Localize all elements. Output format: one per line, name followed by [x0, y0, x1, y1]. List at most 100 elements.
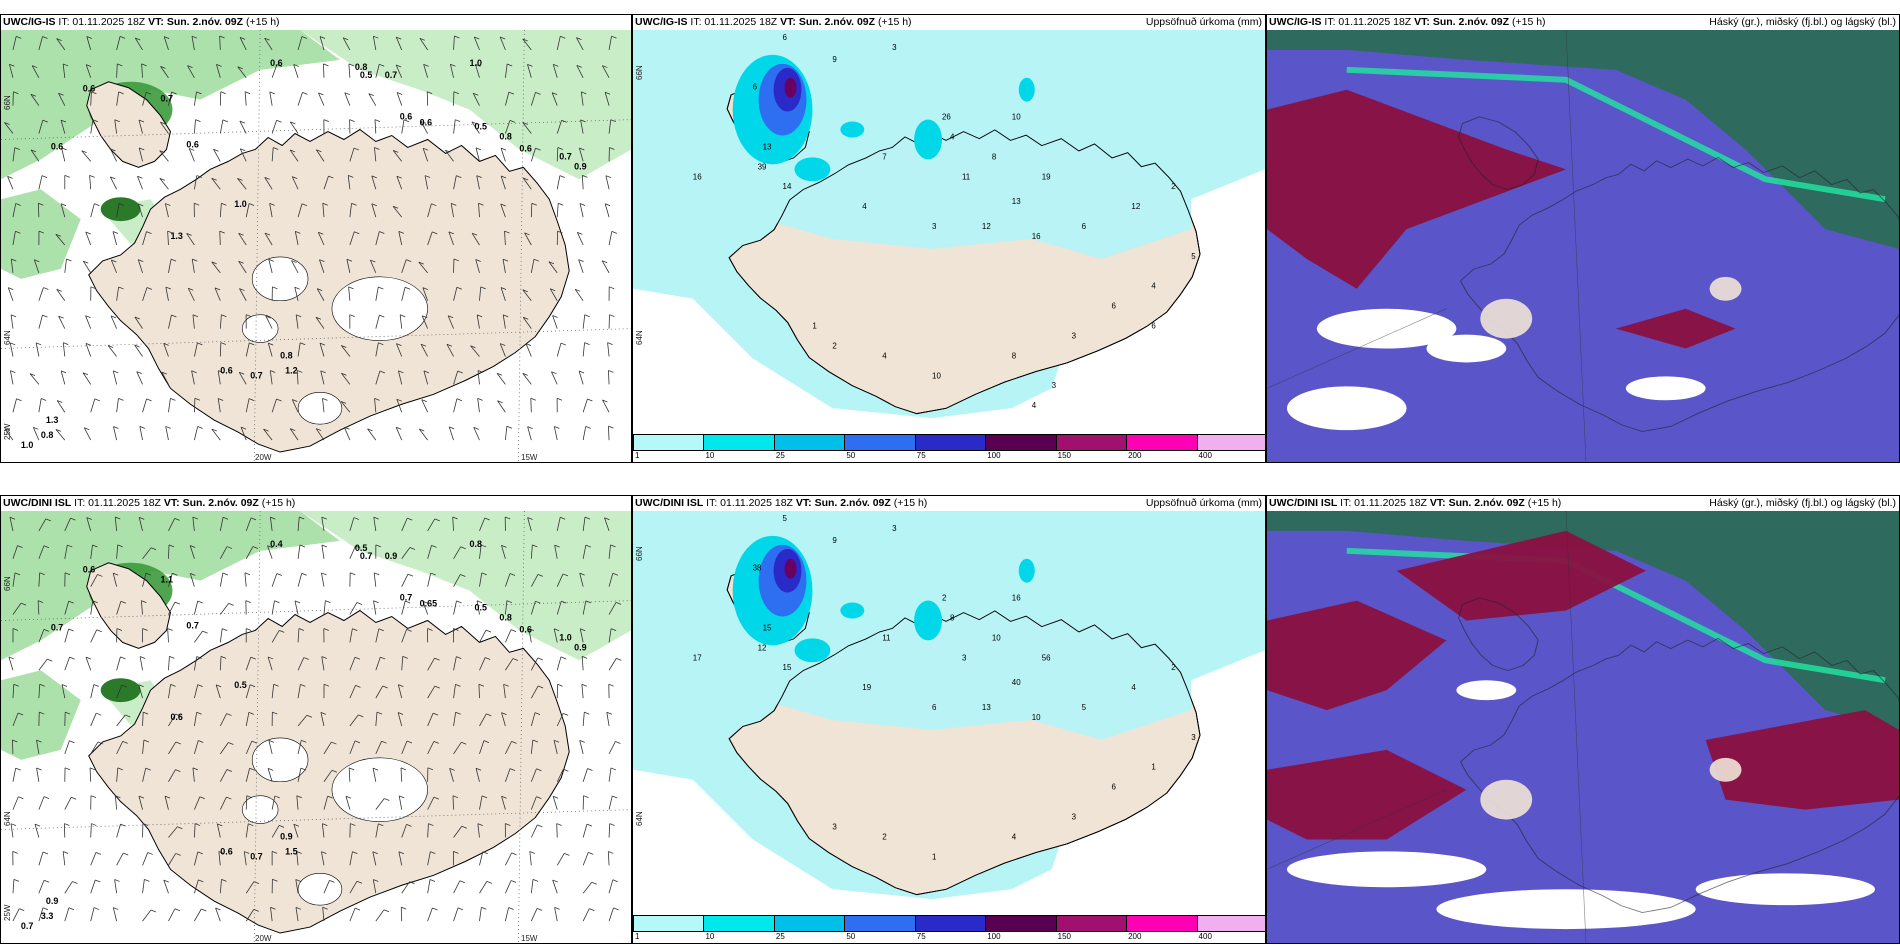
- wind-barb: [401, 259, 407, 274]
- wind-barb: [12, 602, 22, 615]
- wind-barb: [289, 121, 299, 134]
- wind-barb: [608, 231, 613, 246]
- wind-barb-feather: [66, 258, 72, 262]
- wind-barb: [553, 740, 558, 754]
- wind-barb: [446, 344, 454, 357]
- wind-barb: [475, 64, 480, 78]
- wind-barb: [142, 768, 147, 782]
- wind-barb-feather: [401, 906, 407, 910]
- wind-barb: [271, 120, 277, 134]
- wind-barb-feather: [319, 259, 325, 263]
- wind-barb: [271, 795, 276, 810]
- wind-barb: [219, 342, 222, 357]
- wind-panel-top: UWC/IG-IS IT: 01.11.2025 18Z VT: Sun. 2.…: [0, 14, 632, 463]
- wind-barb: [291, 176, 299, 190]
- wind-barb-feather: [239, 120, 245, 124]
- wind-barb: [219, 517, 224, 531]
- wind-barb: [168, 91, 172, 106]
- wind-barb: [556, 175, 561, 190]
- wind-barb: [31, 65, 40, 78]
- wind-barb: [56, 38, 66, 51]
- wind-barb: [12, 231, 16, 246]
- wind-barb-feather: [449, 426, 455, 430]
- wind-barb-feather: [169, 655, 175, 659]
- right-lat-64: 64N: [635, 330, 644, 345]
- wind-barb: [395, 64, 403, 78]
- wind-barb-feather: [16, 35, 22, 39]
- colorbar-swatch: [1055, 434, 1128, 451]
- valid-label: VT:: [795, 497, 812, 509]
- wind-barb-feather: [373, 600, 379, 604]
- wind-barb: [479, 572, 483, 587]
- wind-barb: [38, 175, 43, 190]
- wind-barb-feather: [331, 741, 337, 745]
- wind-barb-feather: [244, 851, 250, 854]
- wind-barb-feather: [63, 851, 69, 854]
- wind-barb-feather: [578, 370, 585, 374]
- wind-barb-feather: [351, 202, 357, 206]
- wind-barb: [473, 427, 480, 441]
- wind-barb: [193, 175, 198, 190]
- lead-time: (+15 h): [893, 497, 928, 509]
- wind-barb-feather: [320, 712, 327, 715]
- wind-barb: [193, 91, 197, 106]
- wind-barb-feather: [420, 120, 426, 124]
- wind-barb: [608, 573, 614, 587]
- wind-barb-feather: [45, 518, 51, 522]
- wind-barb: [349, 881, 358, 894]
- wind-barb: [12, 879, 15, 894]
- wind-barb-feather: [64, 572, 71, 576]
- wind-barb-feather: [320, 370, 326, 374]
- wind-barb: [502, 259, 506, 273]
- wind-barb: [375, 798, 385, 810]
- wind-barb: [30, 94, 40, 106]
- wind-barb-feather: [345, 795, 352, 799]
- wind-barb-feather: [532, 544, 538, 548]
- wind-barb-feather: [220, 342, 226, 345]
- wind-barb-feather: [560, 516, 566, 520]
- right-lat-66: 66N: [635, 546, 644, 561]
- wind-barb-feather: [171, 91, 177, 95]
- wind-barb-feather: [453, 91, 459, 95]
- wind-barb-feather: [248, 203, 255, 206]
- wind-value-label: 1.0: [470, 58, 482, 68]
- wind-barb: [112, 907, 118, 922]
- wind-barb-feather: [36, 739, 42, 743]
- wind-barb: [62, 342, 66, 357]
- wind-barb: [608, 119, 612, 134]
- wind-barb: [349, 203, 352, 218]
- wind-barb-feather: [197, 851, 203, 855]
- wind-barb-feather: [429, 879, 436, 882]
- wind-value-label: 0.7: [559, 151, 571, 161]
- wind-barb-feather: [400, 314, 406, 318]
- wind-barb: [238, 372, 247, 385]
- wind-barb-feather: [586, 823, 593, 827]
- wind-barb-feather: [84, 427, 90, 431]
- wind-barb: [505, 573, 511, 587]
- wind-barb: [321, 823, 325, 838]
- precip-value-label: 6: [783, 33, 788, 42]
- wind-barb-feather: [530, 397, 536, 401]
- wind-barb: [530, 685, 539, 699]
- colorbar-swatch: [633, 915, 705, 932]
- wind-barb: [297, 516, 300, 531]
- wind-barb-feather: [536, 796, 542, 799]
- wind-barb: [427, 572, 432, 587]
- wind-barb: [140, 600, 143, 615]
- wind-barb-feather: [138, 259, 144, 262]
- wind-value-label: 0.8: [499, 612, 511, 622]
- wind-barb-feather: [576, 37, 582, 41]
- wind-barb: [556, 713, 564, 727]
- wind-barb: [29, 373, 40, 385]
- precip-value-label: 1: [1151, 763, 1156, 772]
- wind-barb-feather: [554, 426, 560, 429]
- wind-barb: [297, 342, 301, 357]
- wind-barb: [58, 93, 66, 106]
- westfjords-outline: [86, 81, 171, 168]
- wind-barb-feather: [165, 426, 171, 429]
- wind-barb: [578, 370, 584, 385]
- wind-barb: [502, 314, 506, 329]
- wind-barb-feather: [82, 372, 89, 376]
- wind-barb-feather: [13, 878, 20, 882]
- wind-barb-feather: [353, 147, 360, 151]
